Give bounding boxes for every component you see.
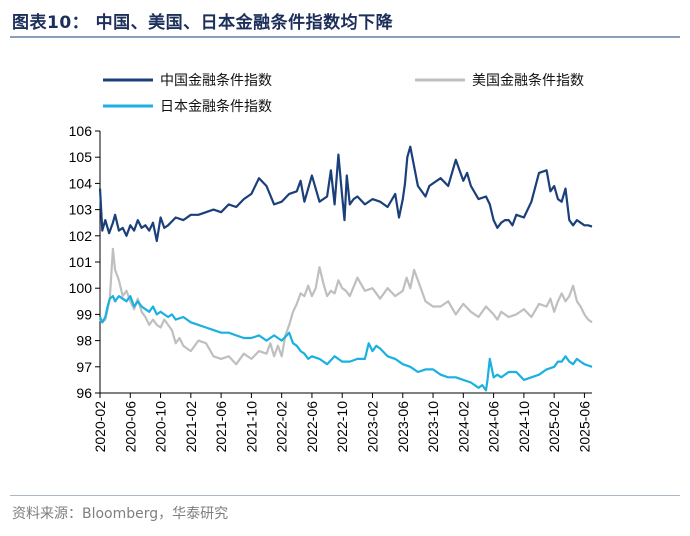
- x-tick-label: 2024-06: [486, 401, 502, 453]
- y-tick-label: 106: [69, 123, 93, 139]
- y-tick-label: 99: [76, 306, 92, 322]
- series-line-1: [98, 145, 593, 243]
- series-line-2: [99, 247, 593, 366]
- y-tick-label: 96: [76, 385, 92, 401]
- x-axis: 2020-02 2020-06 2020-10 2021-02 2021-06 2021-…: [92, 392, 592, 453]
- footer-divider: [10, 495, 680, 496]
- x-tick-label: 2021-02: [183, 401, 199, 453]
- y-tick-label: 102: [69, 228, 93, 244]
- x-tick-label: 2021-06: [213, 401, 229, 453]
- y-tick-label: 103: [69, 202, 93, 218]
- title-divider: [10, 36, 680, 38]
- x-tick-label: 2024-02: [455, 401, 471, 453]
- x-tick-label: 2023-02: [364, 401, 380, 453]
- source-note: 资料来源：Bloomberg，华泰研究: [12, 506, 229, 522]
- x-tick-label: 2024-10: [516, 401, 532, 453]
- y-tick-label: 104: [69, 175, 93, 191]
- x-tick-label: 2022-06: [304, 401, 320, 453]
- y-tick-label: 101: [69, 254, 93, 270]
- y-tick-label: 98: [76, 333, 92, 349]
- series-line-3: [98, 295, 593, 392]
- x-tick-label: 2025-06: [576, 401, 592, 453]
- y-axis: 96 97 98 99 100 101 102 103 104 105 106: [69, 123, 101, 401]
- legend-label-3: 日本金融条件指数: [160, 98, 272, 115]
- x-tick-label: 2022-02: [274, 401, 290, 453]
- x-tick-label: 2021-10: [243, 401, 259, 453]
- x-tick-label: 2020-10: [153, 401, 169, 453]
- plot-area: [98, 145, 593, 392]
- x-tick-label: 2025-02: [546, 401, 562, 453]
- x-tick-label: 2023-10: [425, 401, 441, 453]
- x-tick-label: 2022-10: [334, 401, 350, 453]
- y-tick-label: 105: [69, 149, 93, 165]
- y-tick-label: 97: [76, 359, 92, 375]
- legend-label-2: 美国金融条件指数: [472, 72, 584, 89]
- chart-title: 图表10： 中国、美国、日本金融条件指数均下降: [12, 13, 394, 33]
- x-tick-label: 2020-06: [122, 401, 138, 453]
- legend-label-1: 中国金融条件指数: [160, 72, 272, 89]
- x-tick-label: 2020-02: [92, 401, 108, 453]
- x-tick-label: 2023-06: [395, 401, 411, 453]
- y-tick-label: 100: [69, 280, 93, 296]
